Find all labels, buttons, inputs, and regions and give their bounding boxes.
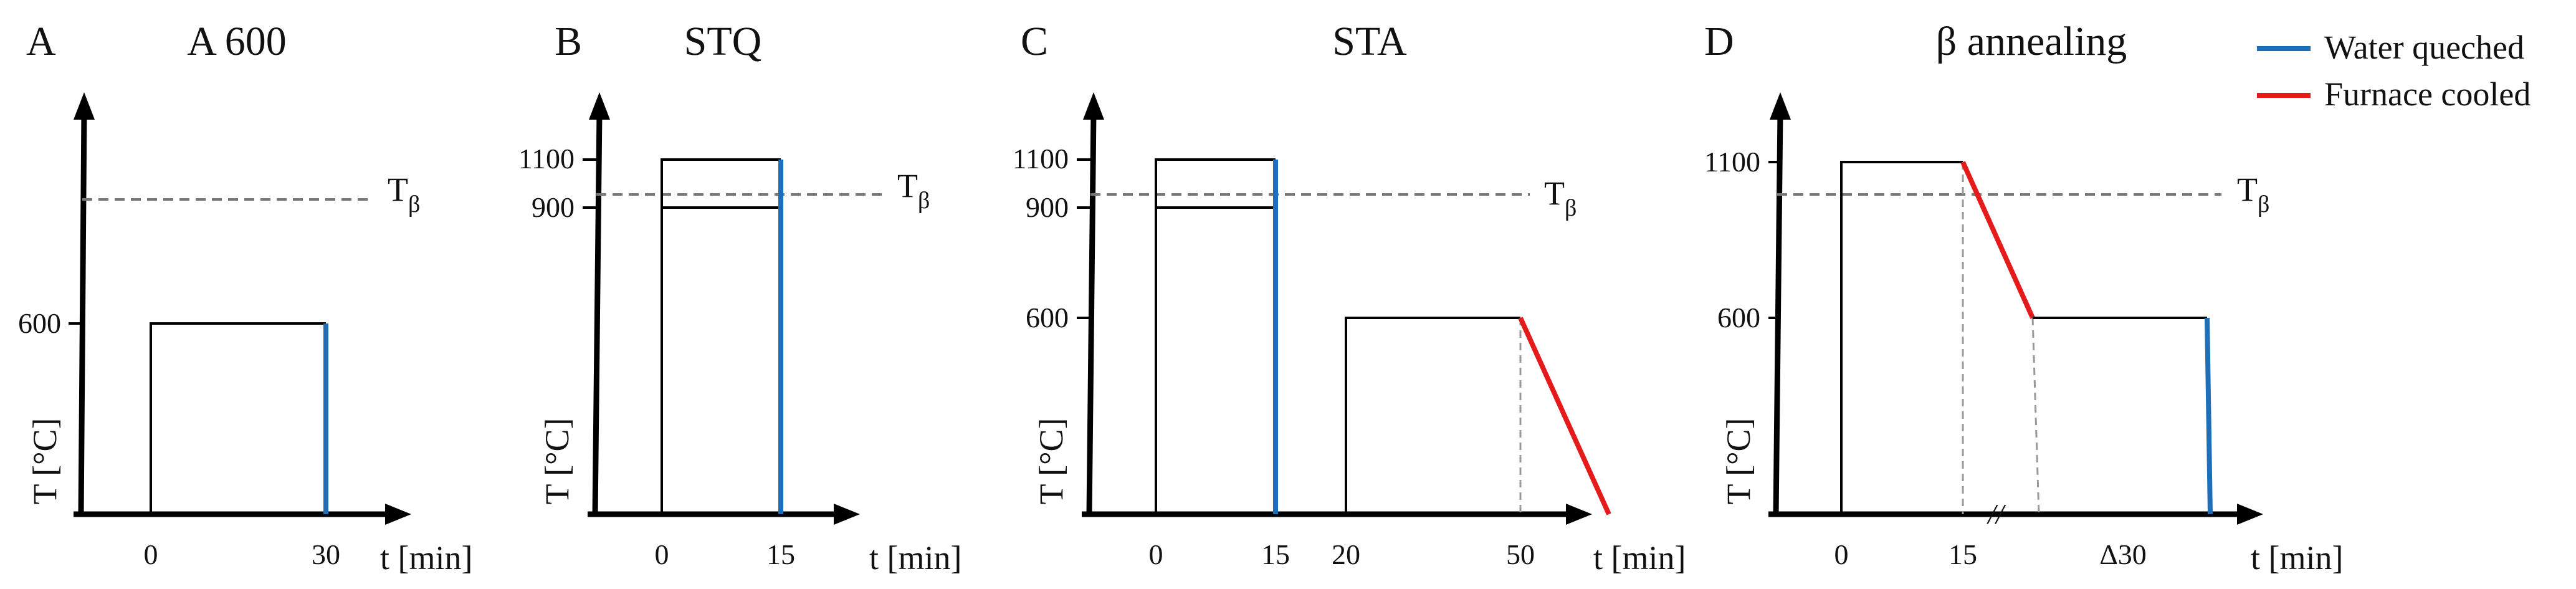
panel-b-hold-1100 xyxy=(661,158,781,514)
legend: Water queched Furnace cooled xyxy=(2257,29,2531,113)
panel-b-y-axis xyxy=(592,112,603,515)
panel-b-y-arrow xyxy=(589,92,610,120)
panel-a: A A 600 T [°C] t [min] Tβ 600 0 30 xyxy=(18,19,472,577)
panel-a-tbeta-label: Tβ xyxy=(388,171,420,218)
panel-b-ytick-900: 900 xyxy=(532,191,575,223)
panel-c-hold-1100 xyxy=(1155,158,1276,514)
panel-a-xtick-0: 0 xyxy=(144,539,158,570)
panel-b-ytick-marks xyxy=(583,158,597,209)
panel-c-title: STA xyxy=(1332,19,1407,64)
panel-c-ytick-900: 900 xyxy=(1026,191,1069,223)
panel-d-ytick-marks xyxy=(1768,161,1779,319)
panel-d-tbeta-label: Tβ xyxy=(2237,171,2269,218)
panel-c-xlabel: t [min] xyxy=(1593,539,1686,577)
panel-d-hold-1100 xyxy=(1840,161,1963,514)
panel-c-ytick-marks xyxy=(1077,158,1092,319)
panel-c-xtick-50: 50 xyxy=(1506,539,1535,570)
panel-d-y-axis xyxy=(1773,112,1783,515)
tbeta-main: T xyxy=(897,167,918,204)
panel-d-xtick-0: 0 xyxy=(1834,539,1849,570)
panel-a-title: A 600 xyxy=(187,19,287,64)
panel-b-tbeta-label: Tβ xyxy=(897,167,930,214)
panel-d-ytick-1100: 1100 xyxy=(1704,146,1760,178)
panel-b-xlabel: t [min] xyxy=(869,539,961,577)
panel-a-letter: A xyxy=(26,19,56,64)
tbeta-sub: β xyxy=(1565,195,1577,221)
tbeta-sub: β xyxy=(918,188,930,214)
panel-d-xlabel: t [min] xyxy=(2251,539,2343,577)
panel-b: B STQ T [°C] t [min] Tβ 1100 900 0 15 xyxy=(518,19,962,577)
panel-a-ytick-600: 600 xyxy=(18,307,61,339)
panel-c-ylabel: T [°C] xyxy=(1033,418,1070,504)
panel-d-xtick-delta30: Δ30 xyxy=(2099,539,2147,570)
panel-a-y-axis xyxy=(78,112,87,515)
panel-b-xtick-0: 0 xyxy=(655,539,669,570)
panel-b-x-arrow xyxy=(834,504,860,525)
panel-d-ytick-600: 600 xyxy=(1717,302,1760,333)
panel-a-x-arrow xyxy=(385,504,411,525)
panel-d-letter: D xyxy=(1704,19,1734,64)
panel-b-title: STQ xyxy=(684,19,762,64)
panel-c-x-arrow xyxy=(1566,504,1592,525)
tbeta-sub: β xyxy=(408,191,420,218)
panel-b-xtick-15: 15 xyxy=(766,539,795,570)
panel-d-x-arrow xyxy=(2237,504,2263,525)
panel-a-ylabel: T [°C] xyxy=(26,418,64,504)
panel-c-xtick-15: 15 xyxy=(1261,539,1290,570)
panel-d-axis-break: // xyxy=(1986,498,2006,530)
tbeta-main: T xyxy=(2237,171,2258,208)
panel-b-ylabel: T [°C] xyxy=(538,418,576,504)
tbeta-main: T xyxy=(388,171,408,208)
panel-d-xtick-15: 15 xyxy=(1949,539,1977,570)
panel-d-title: β annealing xyxy=(1936,19,2127,64)
tbeta-main: T xyxy=(1544,175,1565,212)
panel-c-ytick-1100: 1100 xyxy=(1013,143,1069,175)
legend-water-label: Water queched xyxy=(2324,29,2524,66)
panel-c-hold-600 xyxy=(1345,317,1520,514)
panel-b-letter: B xyxy=(555,19,582,64)
panel-a-xlabel: t [min] xyxy=(380,539,472,577)
panel-c-furnace-cool xyxy=(1518,317,1611,515)
panel-a-y-arrow xyxy=(74,92,95,120)
panel-c: C STA T [°C] t [min] Tβ 1100 900 600 0 1… xyxy=(1013,19,1686,577)
panel-d-water-quench xyxy=(2205,317,2213,515)
panel-d-furnace-cool xyxy=(1960,161,2035,319)
panel-c-tbeta-label: Tβ xyxy=(1544,175,1577,221)
panel-d: D β annealing T [°C] t [min] Tβ 1100 600… xyxy=(1704,19,2344,577)
panel-d-y-arrow xyxy=(1770,92,1791,120)
panel-c-xtick-0: 0 xyxy=(1149,539,1163,570)
panel-b-ytick-1100: 1100 xyxy=(518,143,575,175)
panel-c-letter: C xyxy=(1021,19,1048,64)
legend-furnace-label: Furnace cooled xyxy=(2324,75,2531,113)
panel-d-ylabel: T [°C] xyxy=(1720,418,1757,504)
panel-c-xtick-20: 20 xyxy=(1332,539,1360,570)
panel-a-xtick-30: 30 xyxy=(312,539,340,570)
panel-c-y-axis xyxy=(1086,112,1097,515)
panel-a-hold-600 xyxy=(150,322,326,514)
panel-c-ytick-600: 600 xyxy=(1026,302,1069,333)
tbeta-sub: β xyxy=(2258,191,2269,218)
panel-c-y-arrow xyxy=(1083,92,1104,120)
panel-d-guide-hold-start xyxy=(2031,317,2040,515)
